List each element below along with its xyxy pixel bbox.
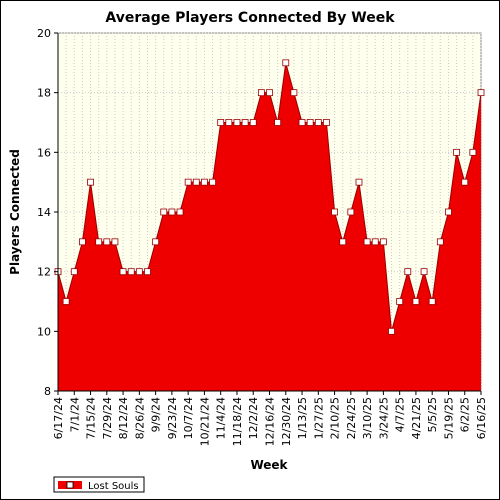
x-tick-label: 8/12/24	[117, 397, 130, 439]
x-tick-label: 7/15/24	[85, 397, 98, 439]
y-tick-label: 8	[44, 385, 51, 398]
data-point-marker	[62, 298, 70, 305]
x-tick-label: 6/17/24	[52, 397, 65, 439]
x-tick-label: 11/18/24	[231, 397, 244, 446]
data-point-marker	[420, 268, 428, 276]
x-tick-label: 9/23/24	[166, 397, 179, 439]
y-tick-label: 16	[37, 146, 51, 159]
data-point-marker	[453, 148, 460, 156]
x-tick-labels: 6/17/24 7/1/24 7/15/24 7/29/24 8/12/24 8/26/2…	[52, 391, 488, 446]
data-point-marker	[355, 178, 363, 186]
data-point-marker	[298, 119, 306, 126]
data-point-marker	[87, 178, 94, 186]
data-point-marker	[388, 327, 395, 335]
x-tick-label: 12/16/24	[264, 397, 277, 446]
x-tick-label: 12/30/24	[280, 397, 293, 446]
data-point-marker	[201, 178, 208, 186]
x-tick-label: 5/19/25	[442, 397, 455, 439]
y-tick-label: 20	[37, 27, 51, 40]
data-point-marker	[412, 298, 420, 305]
data-point-marker	[290, 89, 298, 97]
legend-marker	[66, 481, 74, 489]
data-point-marker	[111, 238, 119, 246]
y-tick-label: 18	[37, 87, 51, 100]
x-tick-label: 3/10/25	[361, 397, 374, 439]
data-point-marker	[314, 119, 322, 126]
data-point-marker	[119, 268, 127, 276]
x-tick-label: 6/16/25	[475, 397, 488, 439]
data-point-marker	[436, 238, 444, 246]
x-tick-label: 9/9/24	[150, 397, 163, 432]
x-tick-label: 3/24/25	[377, 397, 390, 439]
x-tick-label: 12/2/24	[247, 397, 260, 439]
data-point-marker	[217, 119, 225, 126]
data-point-marker	[152, 238, 160, 246]
x-tick-label: 1/13/25	[296, 397, 309, 439]
data-point-marker	[135, 268, 143, 276]
data-point-marker	[306, 119, 314, 126]
data-point-marker	[176, 208, 184, 216]
data-point-marker	[95, 238, 103, 246]
x-tick-label: 7/1/24	[68, 397, 81, 432]
y-tick-label: 10	[37, 325, 51, 338]
x-tick-label: 1/27/25	[312, 397, 325, 439]
data-point-marker	[371, 238, 379, 246]
data-point-marker	[225, 119, 233, 126]
data-point-marker	[127, 268, 135, 276]
data-point-marker	[274, 119, 282, 126]
data-point-marker	[282, 59, 290, 67]
data-point-marker	[428, 298, 436, 305]
x-tick-label: 4/21/25	[410, 397, 423, 439]
x-tick-label: 6/2/25	[459, 397, 472, 432]
data-point-marker	[249, 119, 257, 126]
data-point-marker	[396, 298, 404, 305]
data-point-marker	[461, 178, 469, 186]
y-tick-labels: 8 10 12 14 16 18 20	[37, 27, 58, 398]
x-tick-label: 10/21/24	[198, 397, 211, 446]
series-area	[58, 62, 481, 391]
data-point-marker	[323, 119, 330, 126]
data-point-marker	[331, 208, 338, 216]
x-tick-label: 5/5/25	[426, 397, 439, 432]
x-tick-label: 4/7/25	[394, 397, 407, 432]
data-point-marker	[363, 238, 371, 246]
x-axis-title: Week	[250, 458, 288, 472]
data-point-marker	[379, 238, 387, 246]
data-point-marker	[79, 238, 86, 246]
series-markers	[54, 59, 485, 335]
data-point-marker	[168, 208, 176, 216]
data-point-marker	[70, 268, 78, 276]
data-point-marker	[192, 178, 200, 186]
x-tick-label: 2/10/25	[329, 397, 342, 439]
x-tick-label: 10/7/24	[182, 397, 195, 439]
data-point-marker	[445, 208, 452, 216]
chart-title: Average Players Connected By Week	[105, 10, 395, 26]
data-point-marker	[404, 268, 412, 276]
y-axis-title: Players Connected	[8, 149, 22, 275]
data-point-marker	[339, 238, 347, 246]
x-tick-label: 7/29/24	[101, 397, 114, 439]
data-point-marker	[144, 268, 151, 276]
data-point-marker	[233, 119, 241, 126]
y-tick-label: 14	[37, 206, 51, 219]
legend-label: Lost Souls	[88, 481, 139, 492]
data-point-marker	[469, 148, 477, 156]
x-tick-label: 2/24/25	[345, 397, 358, 439]
data-point-marker	[209, 178, 216, 186]
data-point-marker	[160, 208, 168, 216]
data-point-marker	[347, 208, 355, 216]
legend: Lost Souls	[53, 476, 145, 493]
data-point-marker	[266, 89, 273, 97]
x-tick-label: 11/4/24	[215, 397, 228, 439]
data-point-marker	[103, 238, 111, 246]
data-point-marker	[241, 119, 249, 126]
data-point-marker	[257, 89, 265, 97]
data-point-marker	[184, 178, 192, 186]
x-tick-label: 8/26/24	[133, 397, 146, 439]
data-point-marker	[477, 89, 485, 97]
y-tick-label: 12	[37, 266, 51, 279]
